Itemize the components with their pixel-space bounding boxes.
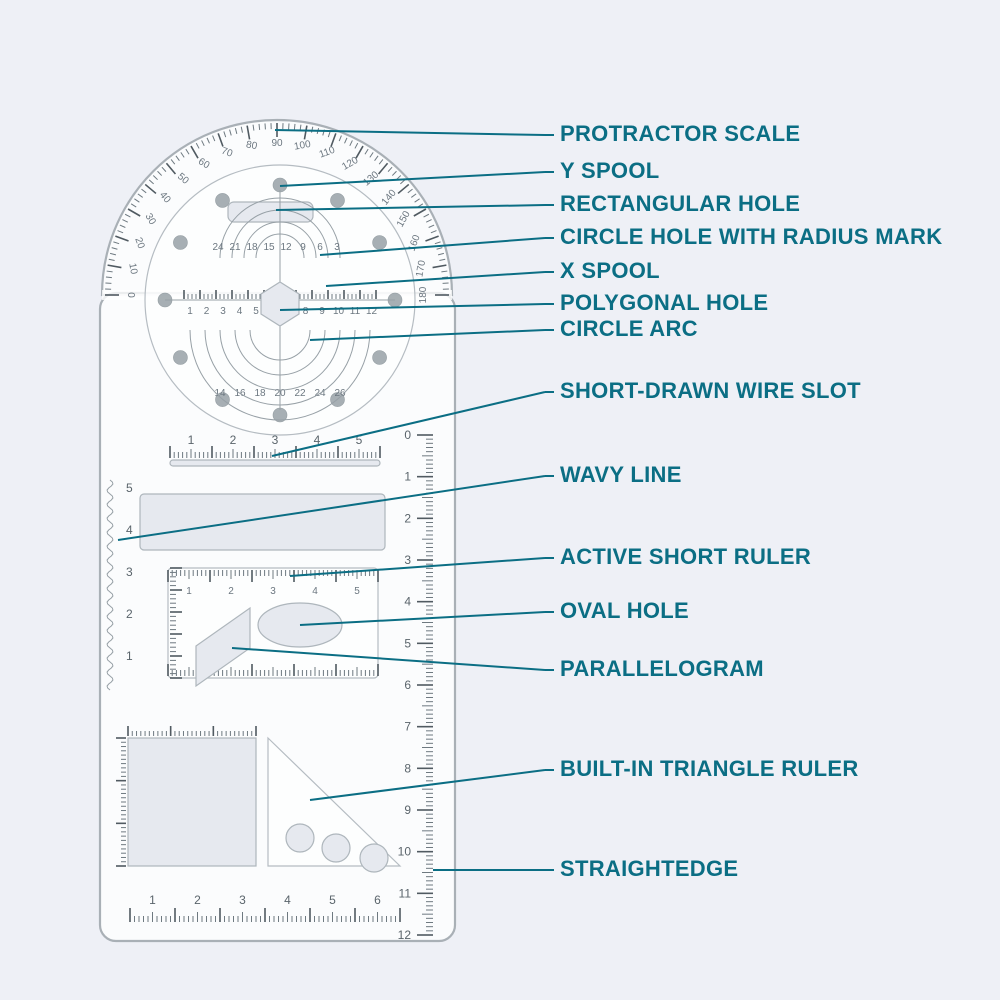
active-short-ruler: 1 2 3 4 5 <box>168 568 378 686</box>
svg-text:0: 0 <box>125 292 136 298</box>
svg-text:18: 18 <box>246 242 258 253</box>
svg-text:9: 9 <box>404 803 411 817</box>
svg-text:1: 1 <box>188 433 195 447</box>
svg-text:5: 5 <box>126 481 133 495</box>
svg-text:15: 15 <box>263 242 275 253</box>
svg-text:8: 8 <box>303 306 309 317</box>
large-rect-hole <box>140 494 385 550</box>
svg-text:2: 2 <box>230 433 237 447</box>
svg-text:6: 6 <box>404 678 411 692</box>
center-disc: 2421181512963 123456789101112 1416182022… <box>145 165 415 435</box>
label-y_spool: Y SPOOL <box>560 158 660 184</box>
svg-text:5: 5 <box>354 586 360 597</box>
svg-text:9: 9 <box>300 242 306 253</box>
svg-text:6: 6 <box>317 242 323 253</box>
label-parallelogram: PARALLELOGRAM <box>560 656 764 682</box>
svg-text:1: 1 <box>126 649 133 663</box>
svg-text:1: 1 <box>186 586 192 597</box>
svg-text:4: 4 <box>404 595 411 609</box>
svg-text:3: 3 <box>272 433 279 447</box>
svg-text:10: 10 <box>398 845 412 859</box>
svg-text:2: 2 <box>204 306 210 317</box>
svg-text:90: 90 <box>271 138 283 149</box>
label-protractor: PROTRACTOR SCALE <box>560 121 800 147</box>
svg-text:0: 0 <box>404 428 411 442</box>
svg-text:2: 2 <box>228 586 234 597</box>
svg-text:21: 21 <box>229 242 241 253</box>
svg-text:5: 5 <box>329 893 336 907</box>
label-x_spool: X SPOOL <box>560 258 660 284</box>
svg-text:2: 2 <box>126 607 133 621</box>
svg-text:3: 3 <box>220 306 226 317</box>
svg-text:2: 2 <box>404 511 411 525</box>
svg-text:7: 7 <box>404 720 411 734</box>
label-rect_hole: RECTANGULAR HOLE <box>560 191 800 217</box>
label-short_ruler: ACTIVE SHORT RULER <box>560 544 811 570</box>
svg-text:4: 4 <box>126 523 133 537</box>
svg-text:6: 6 <box>374 893 381 907</box>
label-straightedge: STRAIGHTEDGE <box>560 856 738 882</box>
svg-text:3: 3 <box>404 553 411 567</box>
svg-text:22: 22 <box>294 388 306 399</box>
svg-text:8: 8 <box>404 761 411 775</box>
label-oval: OVAL HOLE <box>560 598 689 624</box>
svg-text:1: 1 <box>404 470 411 484</box>
square-hole <box>128 738 256 866</box>
svg-text:1: 1 <box>149 893 156 907</box>
label-poly_hole: POLYGONAL HOLE <box>560 290 768 316</box>
svg-text:2: 2 <box>194 893 201 907</box>
svg-text:3: 3 <box>334 242 340 253</box>
svg-text:3: 3 <box>270 586 276 597</box>
svg-text:180: 180 <box>418 286 429 303</box>
diagram-canvas: 0102030405060708090100110120130140150160… <box>0 0 1000 1000</box>
svg-text:12: 12 <box>280 242 292 253</box>
label-wire_slot: SHORT-DRAWN WIRE SLOT <box>560 378 861 404</box>
svg-text:4: 4 <box>237 306 243 317</box>
svg-text:12: 12 <box>398 928 412 942</box>
diagram-svg: 0102030405060708090100110120130140150160… <box>0 0 1000 1000</box>
svg-text:5: 5 <box>404 636 411 650</box>
svg-text:9: 9 <box>319 306 325 317</box>
label-circle_radius: CIRCLE HOLE WITH RADIUS MARK <box>560 224 942 250</box>
svg-text:3: 3 <box>126 565 133 579</box>
label-wavy: WAVY LINE <box>560 462 682 488</box>
svg-text:11: 11 <box>399 886 412 900</box>
label-circle_arc: CIRCLE ARC <box>560 316 698 342</box>
svg-text:3: 3 <box>239 893 246 907</box>
svg-text:5: 5 <box>253 306 259 317</box>
svg-text:24: 24 <box>212 242 224 253</box>
svg-text:4: 4 <box>284 893 291 907</box>
label-triangle: BUILT-IN TRIANGLE RULER <box>560 756 859 782</box>
svg-text:4: 4 <box>312 586 318 597</box>
svg-text:1: 1 <box>187 306 193 317</box>
svg-text:18: 18 <box>254 388 266 399</box>
